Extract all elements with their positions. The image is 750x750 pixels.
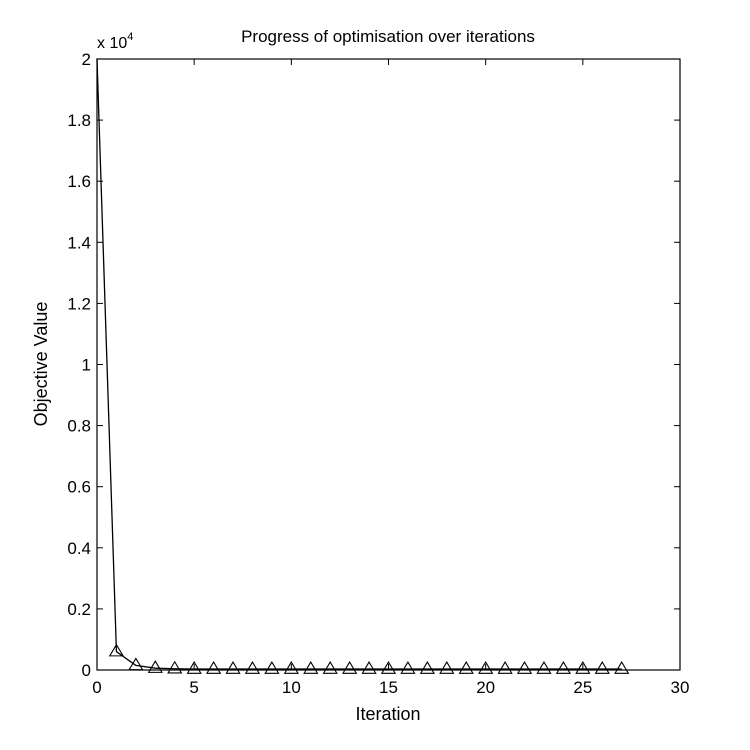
data-point-marker [516,661,533,674]
data-point-marker [594,661,610,674]
y-tick-label: 1.8 [67,111,91,130]
data-point-marker [147,660,163,673]
x-tick-label: 25 [573,678,592,697]
series-layer [96,58,630,674]
data-point-marker [342,661,358,674]
y-tick-label: 0 [82,661,91,680]
data-point-marker [205,661,222,674]
y-tick-label: 1.2 [67,294,91,313]
data-point-marker [555,661,572,674]
data-point-marker [225,661,241,674]
data-point-marker [283,661,299,674]
data-point-marker [186,661,202,674]
x-tick-label: 10 [282,678,301,697]
data-point-marker [419,661,435,674]
y-tick-label: 0.6 [67,478,91,497]
y-exponent-power: 4 [127,31,133,43]
y-tick-label: 1.6 [67,172,91,191]
y-exponent-base: x 10 [97,35,127,52]
data-point-marker [244,661,261,674]
data-point-marker [439,661,455,674]
y-tick-label: 0.8 [67,417,91,436]
x-tick-label: 30 [671,678,690,697]
data-point-marker [400,661,416,674]
x-axis-label: Iteration [355,704,420,724]
data-point-marker [322,661,338,674]
y-exponent-label: x 104 [97,31,133,52]
data-point-marker [575,661,591,674]
data-point-marker [264,661,280,674]
y-tick-label: 1 [82,356,91,375]
chart-title: Progress of optimisation over iterations [241,27,535,46]
plot-frame [96,58,681,671]
data-point-marker [303,661,319,674]
y-tick-label: 0.2 [67,600,91,619]
data-point-marker [536,661,552,674]
y-tick-label: 1.4 [67,233,91,252]
data-point-marker [167,660,183,674]
x-tick-label: 15 [379,678,398,697]
y-tick-label: 0.4 [67,539,91,558]
series-line [96,58,622,670]
axis-tick-labels: 0 5 10 15 20 25 30 0 0.2 0.4 0.6 0.8 1 1.2 1.4 1.6 1.8 2 [67,50,689,697]
data-point-marker [361,661,377,674]
data-point-marker [380,661,397,674]
x-tick-label: 5 [189,678,198,697]
x-tick-label: 20 [476,678,495,697]
data-point-marker [478,661,494,674]
y-axis-label: Objective Value [31,302,51,427]
y-tick-label: 2 [82,50,91,69]
data-point-marker [497,661,513,674]
data-point-marker [458,661,474,674]
data-point-marker [614,661,630,674]
x-tick-label: 0 [92,678,101,697]
data-point-marker [108,643,125,657]
